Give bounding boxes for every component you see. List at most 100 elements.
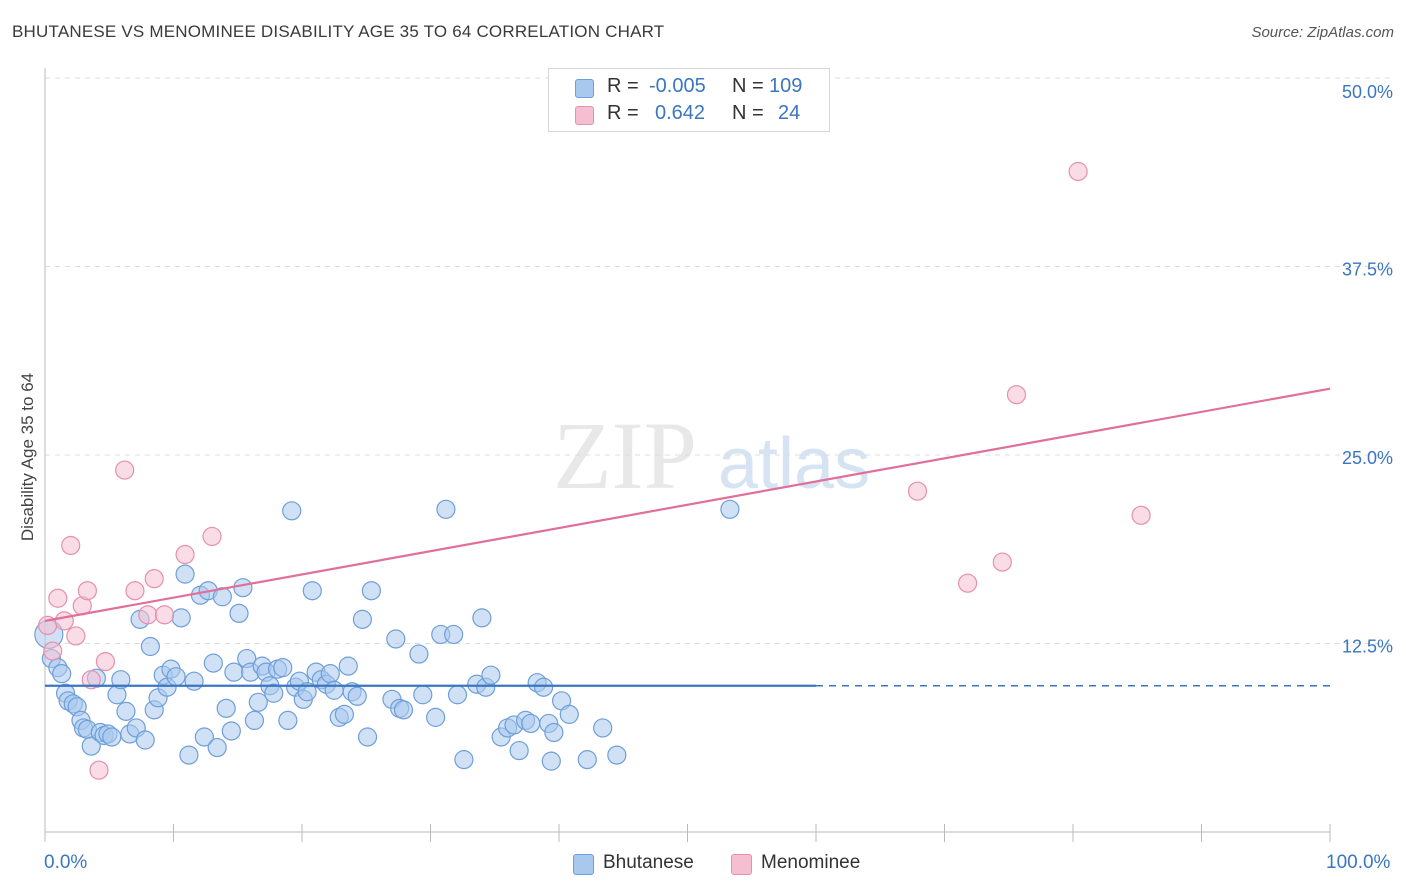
menominee-point — [907, 481, 928, 501]
x-tick-label-min: 0.0% — [44, 852, 88, 873]
bhutanese-swatch — [575, 79, 594, 98]
menominee-point — [77, 581, 98, 601]
menominee-point — [175, 544, 195, 565]
bhutanese-point — [278, 710, 298, 731]
bhutanese-point — [166, 667, 186, 687]
bhutanese-point — [302, 581, 322, 601]
menominee-point — [61, 535, 81, 556]
bhutanese-legend-label: Bhutanese — [603, 852, 694, 873]
menominee-legend-label: Menominee — [761, 852, 861, 873]
menominee-point — [958, 573, 978, 593]
menominee-point — [1006, 385, 1027, 405]
menominee-point — [54, 611, 74, 631]
bhutanese-point — [224, 662, 244, 682]
bhutanese-point — [347, 686, 367, 706]
bhutanese-point — [81, 736, 101, 756]
legend-r-value: -0.005 — [649, 75, 706, 97]
bhutanese-point — [393, 700, 414, 720]
menominee-point — [48, 588, 68, 608]
bhutanese-point — [386, 629, 406, 649]
menominee-point — [66, 626, 86, 646]
bhutanese-point — [361, 581, 381, 601]
legend-n-value: 24 — [778, 102, 801, 124]
menominee-point — [144, 569, 164, 589]
bhutanese-point — [229, 603, 249, 623]
bhutanese-point — [111, 670, 131, 690]
bhutanese-point — [409, 644, 429, 664]
menominee-point — [115, 460, 135, 480]
legend-r-label: R = — [607, 102, 639, 124]
menominee-point — [81, 670, 101, 690]
legend-n-value: 109 — [769, 75, 803, 97]
bhutanese-point — [171, 608, 191, 628]
bhutanese-point — [297, 682, 317, 702]
y-tick-label: 37.5% — [1342, 260, 1393, 280]
menominee-point — [125, 581, 145, 601]
bhutanese-point — [207, 737, 227, 758]
legend-r-value: 0.642 — [655, 102, 706, 124]
bhutanese-point — [320, 664, 340, 684]
bhutanese-point — [175, 564, 195, 584]
bhutanese-point — [444, 624, 464, 645]
menominee-point — [138, 605, 158, 625]
bhutanese-point — [221, 721, 241, 741]
bhutanese-point — [52, 664, 72, 684]
bhutanese-point — [184, 671, 204, 691]
bhutanese-point — [264, 683, 284, 703]
bhutanese-point — [413, 685, 433, 705]
bhutanese-point — [607, 745, 627, 765]
bhutanese-point — [720, 499, 740, 519]
bhutanese-point — [194, 727, 214, 747]
menominee-swatch — [575, 106, 594, 125]
source-label: Source: ZipAtlas.com — [1251, 24, 1394, 41]
legend-n-label: N = — [732, 75, 764, 97]
y-tick-label: 12.5% — [1342, 637, 1393, 657]
bhutanese-point — [244, 710, 265, 731]
bhutanese-point — [593, 718, 613, 738]
bhutanese-point — [179, 745, 199, 765]
correlation-legend: R = -0.005 N = 109 R = 0.642 N = 24 — [548, 68, 830, 132]
bhutanese-point — [541, 751, 561, 771]
menominee-trend-line — [44, 387, 1331, 622]
watermark-atlas: atlas — [718, 424, 870, 504]
x-tick-label-max: 100.0% — [1326, 852, 1391, 873]
chart-title: BHUTANESE VS MENOMINEE DISABILITY AGE 35… — [12, 22, 665, 41]
bhutanese-point — [454, 750, 474, 770]
bhutanese-point — [509, 740, 529, 761]
legend-r-label: R = — [607, 75, 639, 97]
legend-row-bhutanese: R = -0.005 N = 109 — [549, 75, 829, 101]
bhutanese-point — [357, 727, 378, 747]
bhutanese-point — [521, 713, 541, 734]
bhutanese-point — [481, 665, 501, 685]
bhutanese-point — [324, 680, 344, 700]
bhutanese-legend-swatch — [573, 854, 594, 875]
bhutanese-point — [203, 653, 223, 673]
bhutanese-point — [559, 704, 579, 724]
bhutanese-point — [426, 707, 446, 727]
bhutanese-point — [447, 685, 468, 705]
bhutanese-point — [334, 704, 355, 724]
menominee-legend-swatch — [731, 854, 752, 875]
menominee-point — [992, 552, 1012, 572]
bhutanese-point — [436, 499, 456, 519]
menominee-point — [95, 651, 115, 672]
bhutanese-point — [352, 609, 372, 629]
bhutanese-point — [135, 730, 155, 750]
legend-n-label: N = — [732, 102, 764, 124]
bhutanese-point — [338, 656, 358, 676]
menominee-point — [154, 605, 175, 625]
bhutanese-point — [273, 658, 293, 678]
menominee-point — [1131, 505, 1151, 525]
bhutanese-point — [544, 722, 564, 743]
bhutanese-point — [248, 692, 268, 712]
y-tick-label: 25.0% — [1342, 448, 1393, 468]
bhutanese-point — [140, 636, 160, 657]
y-tick-label: 50.0% — [1342, 82, 1393, 102]
bhutanese-point — [533, 677, 554, 697]
menominee-point — [1068, 161, 1088, 182]
bhutanese-point — [102, 727, 122, 747]
bhutanese-point — [282, 501, 302, 521]
bhutanese-point — [577, 750, 597, 770]
bhutanese-point — [233, 578, 253, 598]
